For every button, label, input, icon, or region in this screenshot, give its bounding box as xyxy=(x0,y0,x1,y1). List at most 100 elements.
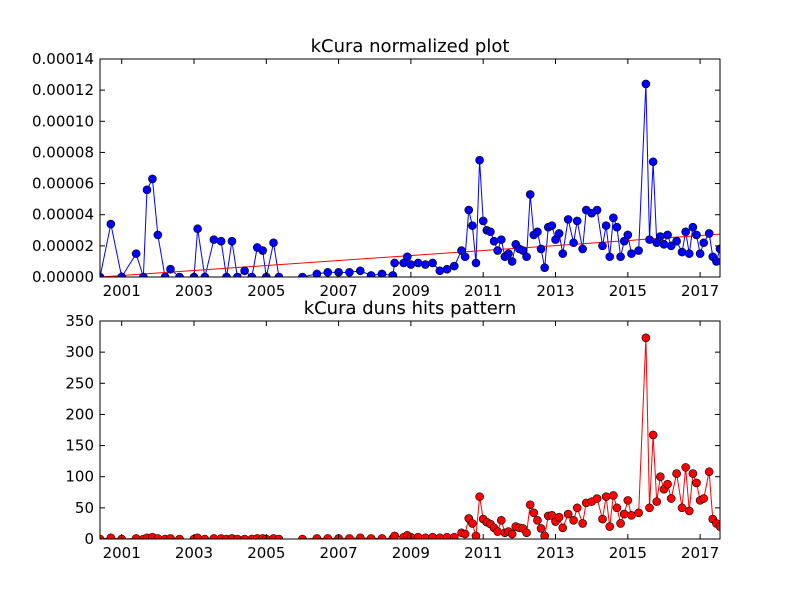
y-tick-label: 200 xyxy=(65,405,94,423)
marker xyxy=(355,533,365,539)
marker xyxy=(507,529,517,539)
marker xyxy=(612,222,622,232)
marker xyxy=(540,263,549,272)
marker xyxy=(460,529,470,539)
marker xyxy=(578,244,587,254)
marker xyxy=(677,503,687,513)
marker xyxy=(616,519,625,528)
marker xyxy=(323,268,333,277)
y-tick-label: 0.00006 xyxy=(32,175,94,193)
marker xyxy=(464,205,474,215)
marker xyxy=(569,238,578,248)
marker xyxy=(592,205,602,215)
marker xyxy=(471,531,481,539)
x-tick-label: 2007 xyxy=(320,544,358,562)
marker xyxy=(131,534,141,539)
y-tick-label: 350 xyxy=(65,312,94,330)
marker xyxy=(345,268,354,277)
marker xyxy=(609,491,618,500)
marker xyxy=(406,260,416,269)
marker xyxy=(601,221,611,230)
marker xyxy=(715,522,720,531)
marker xyxy=(468,519,477,528)
marker xyxy=(274,534,284,539)
marker xyxy=(475,492,484,501)
plot-area xyxy=(100,79,720,277)
marker xyxy=(598,514,607,524)
y-tick-label: 0.00014 xyxy=(32,50,94,68)
marker xyxy=(377,269,387,277)
y-tick-label: 0.00010 xyxy=(32,112,94,130)
marker xyxy=(677,247,687,257)
x-tick-label: 2011 xyxy=(464,282,502,300)
marker xyxy=(699,238,709,248)
marker xyxy=(377,534,387,539)
marker xyxy=(641,79,651,89)
marker xyxy=(634,508,643,518)
marker xyxy=(536,524,546,533)
marker xyxy=(533,227,542,237)
marker xyxy=(681,227,690,237)
marker xyxy=(366,534,376,539)
marker xyxy=(507,257,517,266)
x-tick-label: 2009 xyxy=(392,282,430,300)
marker xyxy=(688,222,698,232)
marker xyxy=(355,266,365,276)
marker xyxy=(554,229,564,238)
marker xyxy=(529,508,539,518)
marker xyxy=(274,272,284,277)
marker xyxy=(148,174,157,184)
marker xyxy=(323,534,333,539)
marker xyxy=(166,264,175,274)
marker xyxy=(460,252,470,262)
marker xyxy=(715,244,720,254)
marker xyxy=(536,244,546,254)
marker xyxy=(712,257,720,266)
marker xyxy=(413,532,423,539)
marker xyxy=(699,494,709,503)
marker xyxy=(656,472,665,482)
y-tick-label: 0.00004 xyxy=(32,206,94,224)
marker xyxy=(390,531,399,539)
marker xyxy=(666,494,676,503)
x-tick-label: 2017 xyxy=(681,544,719,562)
marker xyxy=(428,532,437,539)
y-tick-label: 300 xyxy=(65,343,94,361)
x-tick-label: 2009 xyxy=(392,544,430,562)
marker xyxy=(704,467,714,477)
marker xyxy=(209,534,219,539)
marker xyxy=(493,246,502,255)
marker xyxy=(216,236,226,246)
marker xyxy=(496,235,506,244)
marker xyxy=(142,185,152,195)
marker xyxy=(563,215,573,224)
marker xyxy=(489,236,499,246)
marker xyxy=(345,534,354,539)
marker xyxy=(672,469,681,478)
marker xyxy=(692,230,701,240)
marker xyxy=(496,516,506,525)
marker xyxy=(435,266,445,276)
marker xyxy=(258,246,267,255)
marker xyxy=(648,157,658,167)
marker xyxy=(449,532,459,539)
marker xyxy=(475,155,484,165)
marker xyxy=(269,238,278,248)
marker xyxy=(605,252,615,262)
marker xyxy=(558,249,568,258)
marker xyxy=(247,272,257,277)
marker xyxy=(645,235,654,244)
marker xyxy=(663,230,672,240)
marker xyxy=(627,249,636,258)
marker xyxy=(601,492,611,501)
marker xyxy=(175,272,184,277)
marker xyxy=(666,241,676,251)
x-tick-label: 2013 xyxy=(536,282,574,300)
marker xyxy=(233,272,242,277)
y-tick-label: 0.00012 xyxy=(32,81,94,99)
marker xyxy=(468,221,477,230)
marker xyxy=(645,503,654,513)
marker xyxy=(634,246,643,255)
marker xyxy=(106,219,116,229)
marker xyxy=(554,512,564,522)
